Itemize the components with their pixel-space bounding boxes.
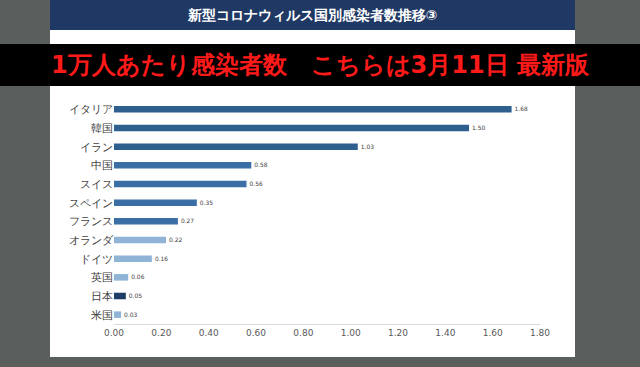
svg-text:0.22: 0.22 xyxy=(169,236,182,243)
svg-text:0.80: 0.80 xyxy=(293,328,313,338)
svg-text:フランス: フランス xyxy=(69,215,113,228)
svg-text:0.60: 0.60 xyxy=(246,328,266,338)
svg-text:韓国: 韓国 xyxy=(91,122,113,135)
svg-text:0.06: 0.06 xyxy=(131,273,144,280)
svg-text:中国: 中国 xyxy=(91,159,113,172)
svg-text:日本: 日本 xyxy=(91,290,113,303)
svg-text:スペイン: スペイン xyxy=(69,197,113,210)
svg-text:イラン: イラン xyxy=(80,141,113,154)
svg-text:1.20: 1.20 xyxy=(388,328,408,338)
svg-text:0.20: 0.20 xyxy=(151,328,171,338)
svg-text:イタリア: イタリア xyxy=(69,103,113,116)
svg-text:英国: 英国 xyxy=(91,271,113,284)
svg-text:1.60: 1.60 xyxy=(483,328,503,338)
html-text:1万人あたり感染者数 こちらは3月11日 最新版: 1万人あたり感染者数 こちらは3月11日 最新版 xyxy=(50,51,590,79)
svg-text:0.27: 0.27 xyxy=(181,217,194,224)
svg-text:1.03: 1.03 xyxy=(361,143,374,150)
svg-text:0.00: 0.00 xyxy=(104,328,124,338)
svg-text:0.03: 0.03 xyxy=(124,311,137,318)
svg-text:0.35: 0.35 xyxy=(200,199,213,206)
html-text:新型コロナウィルス国別感染者数推移③: 新型コロナウィルス国別感染者数推移③ xyxy=(187,7,438,23)
svg-text:0.56: 0.56 xyxy=(250,180,263,187)
svg-text:0.05: 0.05 xyxy=(129,292,142,299)
svg-text:米国: 米国 xyxy=(91,309,113,322)
svg-text:1.40: 1.40 xyxy=(435,328,455,338)
svg-text:1.68: 1.68 xyxy=(515,105,528,112)
svg-text:0.16: 0.16 xyxy=(155,255,168,262)
svg-text:1.50: 1.50 xyxy=(472,124,485,131)
svg-text:0.58: 0.58 xyxy=(254,161,267,168)
svg-text:1.80: 1.80 xyxy=(530,328,550,338)
svg-text:ドイツ: ドイツ xyxy=(80,253,113,266)
svg-text:スイス: スイス xyxy=(80,178,113,191)
svg-text:0.40: 0.40 xyxy=(199,328,219,338)
svg-text:オランダ: オランダ xyxy=(69,234,114,247)
svg-text:1.00: 1.00 xyxy=(341,328,361,338)
